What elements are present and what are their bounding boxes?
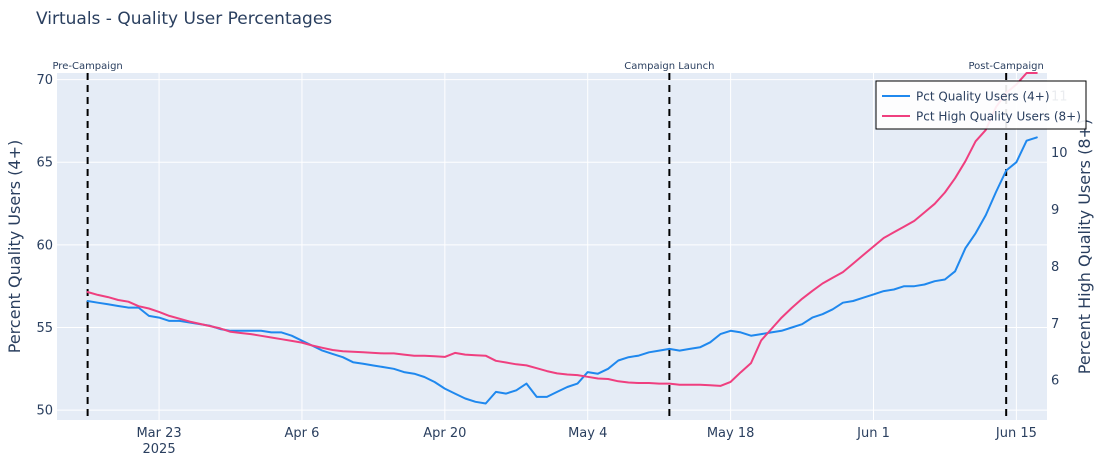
y-tick-label: 50 (36, 404, 53, 419)
y2-tick-label: 7 (1051, 317, 1059, 332)
y-tick-label: 70 (36, 73, 53, 88)
legend[interactable]: Pct Quality Users (4+) Pct High Quality U… (875, 80, 1087, 130)
y-tick-label: 65 (36, 156, 53, 171)
x-tick-label: Apr 6 (284, 426, 319, 441)
legend-label-high-quality-users: Pct High Quality Users (8+) (916, 110, 1081, 124)
x-tick-label: May 4 (568, 426, 607, 441)
legend-label-quality-users: Pct Quality Users (4+) (916, 90, 1050, 104)
x-tick-label: Jun 1 (856, 426, 890, 441)
series-line-high-quality-users (86, 72, 1038, 387)
legend-box (875, 80, 1087, 130)
vline-annotation: Post-Campaign (969, 61, 1044, 72)
x-tick-label: Mar 23 (136, 426, 181, 441)
y-tick-label: 60 (36, 238, 53, 253)
y2-tick-label: 8 (1051, 260, 1059, 275)
x-tick-year-label: 2025 (143, 442, 176, 457)
chart-title: Virtuals - Quality User Percentages (36, 9, 332, 29)
x-tick-label: Apr 20 (423, 426, 466, 441)
y-tick-label: 55 (36, 321, 53, 336)
vline-annotation: Campaign Launch (624, 61, 714, 72)
y2-tick-label: 9 (1051, 203, 1059, 218)
y-axis-title: Percent Quality Users (4+) (5, 140, 24, 354)
vline-layer: Pre-Campaign Campaign Launch Post-Campaign (52, 61, 1044, 420)
series-layer (86, 72, 1038, 405)
y2-tick-label: 6 (1051, 374, 1059, 389)
plot-background (57, 73, 1047, 420)
y2-tick-label: 10 (1051, 146, 1068, 161)
x-tick-label: Jun 15 (995, 426, 1037, 441)
vline-annotation: Pre-Campaign (52, 61, 122, 72)
y2-axis-title: Percent High Quality Users (8+) (1075, 119, 1094, 374)
series-line-quality-users (86, 136, 1038, 405)
x-tick-label: May 18 (707, 426, 755, 441)
